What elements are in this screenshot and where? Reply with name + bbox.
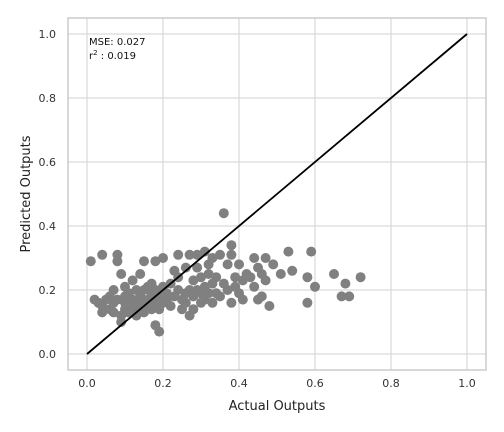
data-point xyxy=(108,307,119,318)
data-point xyxy=(127,275,138,286)
data-point xyxy=(184,249,195,260)
y-tick-label: 1.0 xyxy=(39,28,57,41)
y-tick-label: 0.2 xyxy=(39,284,57,297)
data-point xyxy=(329,269,339,279)
data-point xyxy=(97,249,108,260)
data-point xyxy=(192,262,203,273)
data-point xyxy=(226,249,237,260)
data-point xyxy=(336,291,347,302)
data-point xyxy=(302,272,313,283)
data-point xyxy=(199,246,210,257)
x-tick-label: 0.6 xyxy=(306,377,324,390)
data-point xyxy=(207,253,218,263)
data-point xyxy=(230,272,241,283)
data-point xyxy=(234,259,244,270)
data-point xyxy=(287,265,298,276)
data-point xyxy=(215,249,225,260)
r2-prefix: r xyxy=(89,51,94,62)
data-point xyxy=(180,262,191,273)
r2-superscript: 2 xyxy=(93,49,97,57)
data-point xyxy=(112,256,123,267)
data-point xyxy=(249,281,260,292)
data-point xyxy=(226,240,237,251)
data-point xyxy=(344,291,355,302)
data-point xyxy=(245,272,256,283)
data-point xyxy=(158,253,168,263)
data-point xyxy=(222,285,233,295)
data-point xyxy=(173,249,184,260)
y-tick-label: 0.0 xyxy=(39,348,57,361)
data-point xyxy=(207,297,218,308)
data-point xyxy=(283,246,294,257)
data-point xyxy=(310,281,320,292)
data-point xyxy=(268,259,279,270)
data-point xyxy=(249,253,260,263)
mse-annotation: MSE: 0.027 xyxy=(89,37,145,48)
data-point xyxy=(108,285,119,295)
r2-annotation: r2 : 0.019 xyxy=(89,49,136,62)
r2-value: : 0.019 xyxy=(98,51,136,62)
data-point xyxy=(302,297,313,308)
data-point xyxy=(85,256,96,267)
data-point xyxy=(237,294,248,305)
x-tick-label: 0.8 xyxy=(382,377,400,390)
y-axis-label: Predicted Outputs xyxy=(19,135,34,252)
data-point xyxy=(260,275,271,286)
data-point xyxy=(215,291,225,302)
data-point xyxy=(139,256,149,267)
data-point xyxy=(116,269,127,279)
x-tick-label: 0.4 xyxy=(230,377,248,390)
data-point xyxy=(188,275,199,286)
data-point xyxy=(135,269,146,279)
data-point xyxy=(226,297,237,308)
x-tick-label: 1.0 xyxy=(458,377,476,390)
data-point xyxy=(154,326,165,337)
data-point xyxy=(340,278,351,289)
data-point xyxy=(260,253,271,263)
data-point xyxy=(97,307,108,318)
data-point xyxy=(188,304,199,315)
y-tick-label: 0.4 xyxy=(39,220,57,233)
data-point xyxy=(173,285,184,295)
y-tick-label: 0.6 xyxy=(39,156,57,169)
data-point xyxy=(203,269,214,279)
data-point xyxy=(211,272,222,283)
data-point xyxy=(222,259,233,270)
data-point xyxy=(355,272,366,283)
data-point xyxy=(180,297,191,308)
data-point xyxy=(165,301,176,311)
data-point xyxy=(306,246,317,257)
x-tick-label: 0.2 xyxy=(154,377,172,390)
data-point xyxy=(256,291,267,302)
data-point xyxy=(218,208,229,219)
data-point xyxy=(131,310,142,321)
plot-frame xyxy=(67,17,487,371)
y-tick-label: 0.8 xyxy=(39,92,57,105)
data-point xyxy=(264,301,275,311)
data-point xyxy=(192,249,203,260)
data-points xyxy=(85,208,366,337)
data-point xyxy=(161,288,172,299)
x-axis-label: Actual Outputs xyxy=(229,399,326,414)
data-point xyxy=(112,294,123,305)
data-point xyxy=(275,269,286,279)
reference-line xyxy=(86,33,468,355)
tick-labels: 0.0 0.2 0.4 0.6 0.8 1.0 0.0 0.2 0.4 0.6 0.8 1.0 xyxy=(39,28,476,390)
data-point xyxy=(150,256,161,267)
data-point xyxy=(203,288,214,299)
data-point xyxy=(196,272,206,283)
data-point xyxy=(116,317,127,327)
x-tick-label: 0.0 xyxy=(78,377,96,390)
